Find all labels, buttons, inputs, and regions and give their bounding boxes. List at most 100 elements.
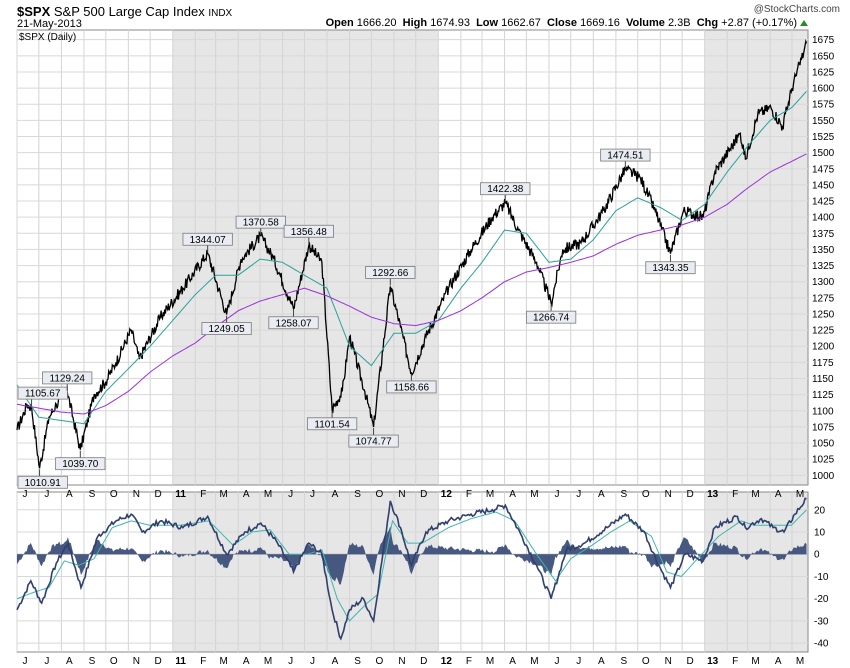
high-label: High <box>402 17 428 29</box>
x-month-label-bottom: N <box>133 656 140 667</box>
indicator-y-tick: -40 <box>814 639 829 650</box>
x-month-label: A <box>509 489 516 500</box>
x-month-label: 11 <box>175 489 186 500</box>
x-month-label: M <box>219 489 227 500</box>
x-month-label: D <box>686 489 693 500</box>
high-value: 1674.93 <box>430 17 470 29</box>
low-label: Low <box>476 17 499 29</box>
annotation-box <box>235 215 286 229</box>
indicator-y-tick: -20 <box>814 594 829 605</box>
indicator-ppo_line <box>16 497 807 641</box>
symbol-ticker: $SPX <box>17 4 51 19</box>
x-month-label: O <box>375 489 383 500</box>
x-month-label: A <box>332 489 339 500</box>
open-label: Open <box>325 17 354 29</box>
chart-date: 21-May-2013 <box>17 18 82 30</box>
x-month-label: N <box>398 489 405 500</box>
price-y-tick: 1300 <box>812 277 835 288</box>
annotation-box <box>268 316 319 330</box>
close-value: 1669.16 <box>580 17 620 29</box>
x-month-label-bottom: D <box>686 656 693 667</box>
annotation-box <box>42 371 93 385</box>
close-label: Close <box>547 17 577 29</box>
price-y-tick: 1175 <box>812 358 834 369</box>
x-month-label-bottom: A <box>243 656 250 667</box>
annotation-label: 1356.48 <box>291 227 328 238</box>
annotation-label: 1292.66 <box>372 268 409 279</box>
series-ma_short <box>16 90 807 425</box>
price-y-tick: 1050 <box>812 439 835 450</box>
indicator-y-tick: -10 <box>814 572 829 583</box>
x-month-label: A <box>775 489 782 500</box>
price-y-tick: 1150 <box>812 374 834 385</box>
ohlc-readout: Open 1666.20 High 1674.93 Low 1662.67 Cl… <box>326 17 808 29</box>
annotation-label: 1474.51 <box>607 151 644 162</box>
open-value: 1666.20 <box>356 17 397 29</box>
x-month-label: A <box>66 489 73 500</box>
x-month-label-bottom: J <box>554 656 559 667</box>
symbol-exchange: INDX <box>208 8 233 19</box>
x-month-label: M <box>486 489 494 500</box>
annotation-box <box>365 266 416 279</box>
x-month-label: J <box>554 489 559 500</box>
annotation-label: 1258.07 <box>275 318 312 329</box>
x-month-label: J <box>576 489 581 500</box>
x-month-label: S <box>89 489 96 500</box>
x-month-label: J <box>288 489 293 500</box>
price-y-tick: 1225 <box>812 326 835 337</box>
indicator-y-tick: -30 <box>814 616 829 627</box>
indicator-y-tick: 10 <box>814 528 826 539</box>
annotation-label: 1039.70 <box>62 459 99 470</box>
year-shade-main-1 <box>704 30 808 485</box>
annotation-box <box>17 475 68 489</box>
x-month-label-bottom: S <box>89 656 96 667</box>
price-y-tick: 1350 <box>812 245 835 256</box>
x-month-label-bottom: 13 <box>707 656 719 667</box>
x-month-label-bottom: A <box>775 656 782 667</box>
annotation-label: 1101.54 <box>314 419 350 430</box>
x-month-label: J <box>44 489 49 500</box>
x-month-label-bottom: M <box>219 656 227 667</box>
x-month-label: S <box>354 489 361 500</box>
price-y-tick: 1425 <box>812 197 835 208</box>
price-y-tick: 1575 <box>812 100 835 111</box>
x-month-label: 12 <box>441 489 453 500</box>
x-month-label-bottom: F <box>466 656 472 667</box>
annotation-box <box>348 434 399 448</box>
x-month-label: M <box>530 489 538 500</box>
x-month-label: D <box>155 489 162 500</box>
price-y-tick: 1475 <box>812 164 835 175</box>
price-y-tick: 1100 <box>812 406 834 417</box>
price-y-tick: 1650 <box>812 51 835 62</box>
annotation-label: 1266.74 <box>533 313 570 324</box>
x-month-label-bottom: A <box>66 656 73 667</box>
x-month-label: A <box>243 489 250 500</box>
volume-value: 2.3B <box>667 17 691 29</box>
ppo-histogram <box>17 526 807 585</box>
x-month-label-bottom: D <box>155 656 162 667</box>
annotation-label: 1105.67 <box>25 389 61 400</box>
chg-label: Chg <box>696 17 719 29</box>
x-axis-months: J J J J A A S S O O N N D D 11 11 F F M M A A M M J J J J A A S S O O N N D D… <box>23 489 805 667</box>
x-month-label-bottom: O <box>375 656 383 667</box>
x-month-label-bottom: M <box>530 656 538 667</box>
x-month-label: F <box>466 489 472 500</box>
price-y-tick: 1675 <box>812 35 835 46</box>
x-month-label-bottom: A <box>598 656 605 667</box>
price-y-tick: 1075 <box>812 422 835 433</box>
price-y-tick: 1450 <box>812 180 835 191</box>
annotation-box <box>526 310 577 324</box>
price-y-tick: 1500 <box>812 148 835 159</box>
low-value: 1662.67 <box>501 17 541 29</box>
x-month-label: M <box>264 489 272 500</box>
x-month-label: D <box>420 489 427 500</box>
x-month-label-bottom: M <box>796 656 804 667</box>
year-shading <box>172 30 808 652</box>
annotation-label: 1074.77 <box>355 437 392 448</box>
annotation-label: 1370.58 <box>243 218 280 229</box>
x-month-label: F <box>732 489 738 500</box>
series-lines <box>16 38 808 641</box>
x-month-label: N <box>665 489 672 500</box>
indicator-y-axis: -40 -30 -20 -10 0 10 20 <box>814 505 829 649</box>
